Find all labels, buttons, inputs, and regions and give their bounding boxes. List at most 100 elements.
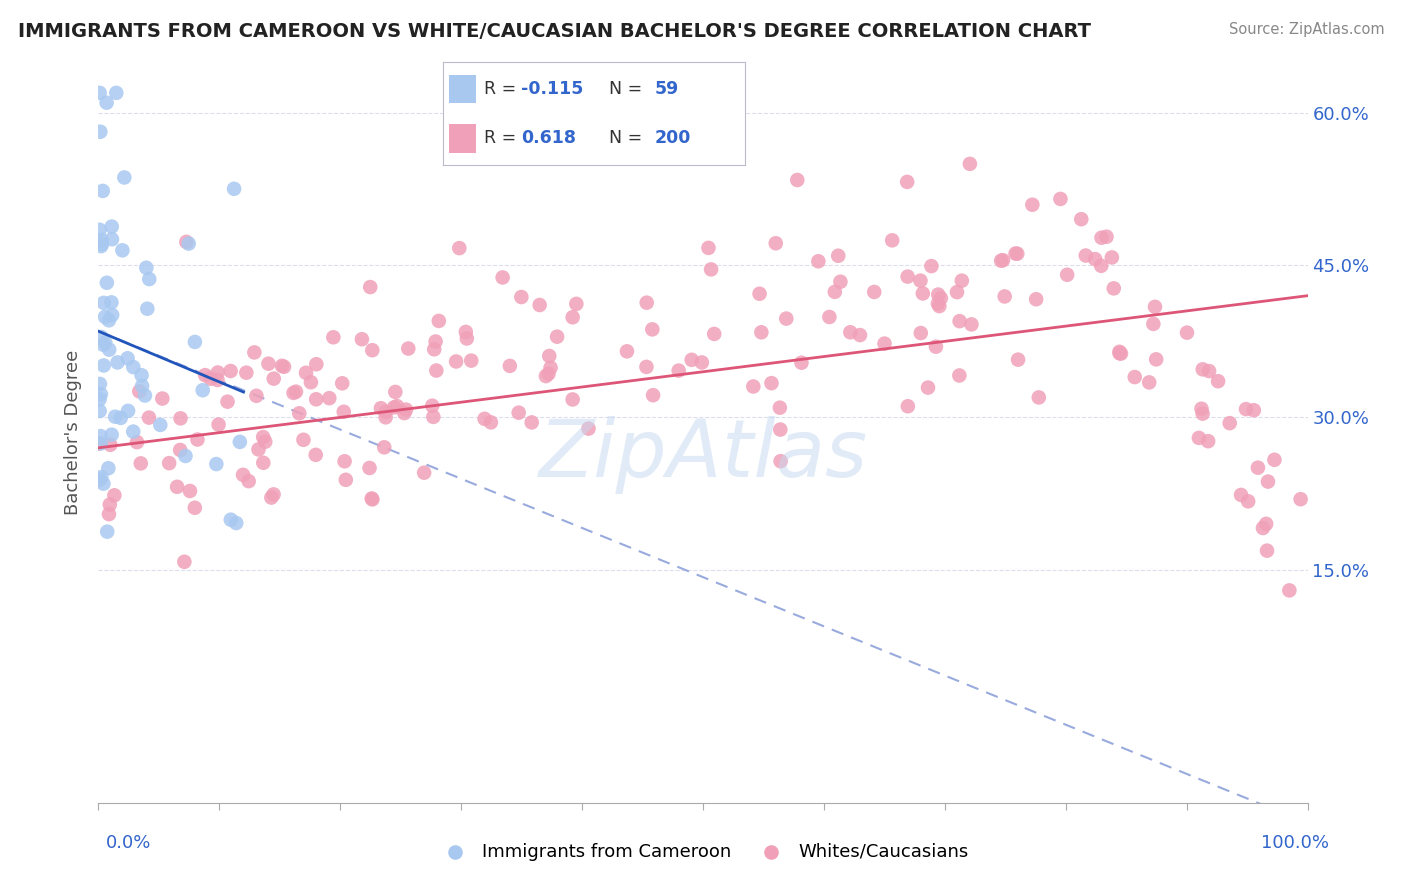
Point	[1191, 407, 1213, 421]
Point	[534, 369, 557, 384]
Point	[299, 375, 322, 389]
Point	[636, 295, 658, 310]
Point	[420, 399, 443, 413]
Point	[1191, 401, 1213, 416]
Point	[818, 310, 841, 324]
Point	[1191, 362, 1213, 376]
Text: 59: 59	[655, 80, 679, 98]
Point	[384, 384, 406, 399]
Point	[252, 456, 274, 470]
Point	[839, 326, 862, 340]
Point	[105, 86, 128, 100]
Point	[1070, 212, 1092, 227]
Point	[538, 349, 561, 363]
Point	[561, 310, 583, 325]
Point	[911, 286, 934, 301]
Point	[90, 237, 112, 252]
Point	[117, 404, 139, 418]
Point	[1007, 352, 1029, 367]
Point	[322, 330, 344, 344]
Point	[94, 310, 117, 324]
Point	[449, 241, 471, 255]
Point	[207, 417, 229, 432]
Point	[499, 359, 522, 373]
Point	[104, 409, 127, 424]
Point	[927, 287, 949, 301]
Point	[295, 366, 318, 380]
Point	[1004, 246, 1026, 260]
Point	[1230, 488, 1253, 502]
Point	[243, 345, 266, 359]
Point	[1263, 452, 1285, 467]
Point	[176, 235, 198, 249]
Point	[824, 285, 846, 299]
Point	[422, 409, 444, 424]
Point	[703, 326, 725, 341]
Point	[748, 286, 770, 301]
Point	[1243, 403, 1265, 417]
Point	[373, 440, 395, 454]
Point	[700, 262, 723, 277]
Point	[849, 328, 872, 343]
Point	[1137, 376, 1160, 390]
Point	[97, 461, 120, 475]
Point	[90, 429, 112, 443]
Point	[169, 442, 191, 457]
Point	[1251, 521, 1274, 535]
Point	[360, 491, 382, 506]
Point	[1090, 259, 1112, 273]
Point	[491, 270, 513, 285]
Point	[479, 415, 502, 429]
Point	[1142, 317, 1164, 331]
Point	[330, 376, 353, 391]
Point	[205, 457, 228, 471]
Text: 0.0%: 0.0%	[105, 834, 150, 852]
Point	[136, 301, 159, 316]
Point	[1256, 516, 1278, 531]
Point	[1049, 192, 1071, 206]
Point	[245, 389, 267, 403]
Point	[1108, 344, 1130, 359]
Point	[91, 184, 114, 198]
Point	[882, 233, 904, 247]
Point	[318, 391, 340, 405]
Point	[578, 422, 600, 436]
Point	[546, 329, 568, 343]
Point	[1256, 543, 1278, 558]
Point	[361, 343, 384, 358]
Point	[305, 357, 328, 371]
Point	[103, 488, 125, 502]
Point	[100, 219, 122, 234]
Point	[681, 352, 703, 367]
Point	[98, 498, 121, 512]
Point	[413, 466, 436, 480]
Point	[177, 236, 200, 251]
Point	[897, 399, 920, 413]
Point	[775, 311, 797, 326]
Text: ZipAtlas: ZipAtlas	[538, 416, 868, 494]
Point	[93, 476, 115, 491]
Point	[283, 385, 305, 400]
Point	[122, 360, 145, 375]
Y-axis label: Bachelor's Degree: Bachelor's Degree	[65, 350, 83, 516]
Point	[359, 280, 381, 294]
Point	[1143, 300, 1166, 314]
Point	[616, 344, 638, 359]
Point	[641, 322, 664, 336]
Point	[636, 359, 658, 374]
Point	[1257, 475, 1279, 489]
Point	[273, 359, 295, 374]
Point	[174, 449, 197, 463]
Point	[219, 513, 242, 527]
Point	[1025, 292, 1047, 306]
Point	[929, 291, 952, 305]
Point	[765, 236, 787, 251]
Point	[1084, 252, 1107, 266]
Point	[107, 355, 129, 369]
Point	[1102, 281, 1125, 295]
Point	[925, 340, 948, 354]
Point	[90, 330, 112, 344]
Point	[90, 436, 112, 450]
Point	[561, 392, 583, 407]
Point	[540, 360, 562, 375]
